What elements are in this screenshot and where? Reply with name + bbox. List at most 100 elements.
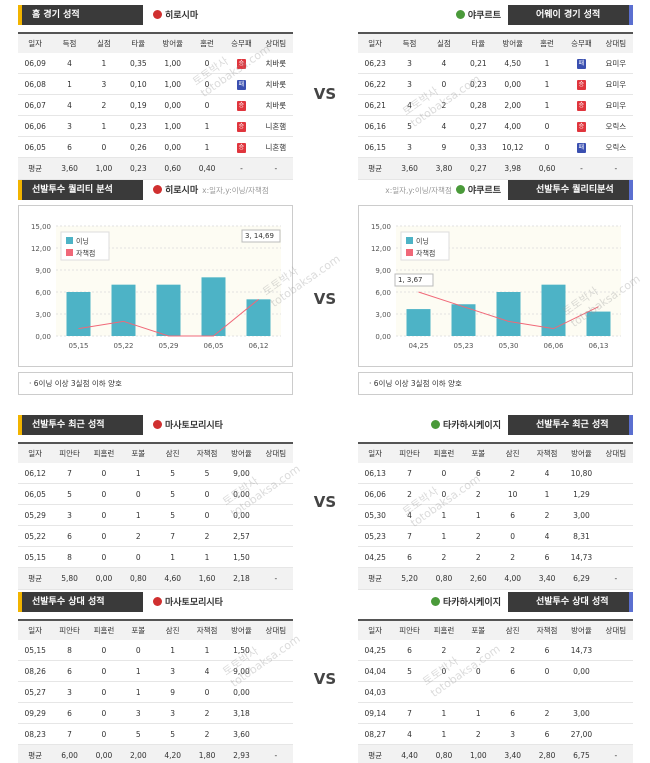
table-cell: 06,22 [358,73,393,95]
chart: 0,00 3,00 6,00 9,00 12,00 15,00 05,15 05,22 05,2… [31,223,281,350]
y-tick-label: 0,00 [375,333,391,341]
table-cell: 8,31 [564,525,599,547]
column-header: 삼진 [495,442,530,463]
table-cell: 1 [189,136,225,158]
panel-header: 선발투수 상대 성적 마사토모리시타 [18,592,293,614]
table-cell: 8 [52,640,87,661]
table-cell: 2 [121,525,156,547]
table-cell: 1 [426,723,462,745]
team-icon [153,597,162,606]
x-tick-label: 05,23 [453,342,473,350]
table-cell: 05,15 [18,640,53,661]
table-cell: 0 [189,504,225,526]
table-cell: 3 [121,702,156,724]
x-tick-label: 05,30 [498,342,518,350]
table-row: 06,15 3 9 0,33 10,12 0 패 오릭스 [358,136,633,158]
table-cell: 6 [392,640,427,661]
table-row: 04,25 6 2 2 2 6 14,73 [358,546,633,568]
table-cell: 1 [52,73,87,95]
table-cell: 2 [529,504,565,526]
column-header: 자책점 [529,442,565,463]
table-panel: 어웨이 경기 성적 야쿠르트 일자 득점 실점 타율 방어율 홈런 승무패 상대팀 06,23 3 4 0… [358,5,633,180]
team-label: 마사토모리시타 [153,418,223,431]
table-cell: 1,50 [224,546,259,568]
average-cell: 2,80 [529,744,565,763]
table-cell: 4 [426,115,462,137]
table-row: 06,09 4 1 0,35 1,00 0 승 치바롯 [18,53,293,74]
table-cell: 1 [121,681,156,703]
table-cell [258,702,293,724]
team-name: 야쿠르트 [467,186,501,196]
team-icon [153,420,162,429]
table-row: 04,25 6 2 2 2 6 14,73 [358,640,633,661]
table-cell [598,463,633,484]
average-row: 평균 3,60 3,80 0,27 3,98 0,60- - [358,157,633,180]
table-row: 06,21 4 2 0,28 2,00 1 승 요미우 [358,94,633,116]
table-cell [598,640,633,661]
y-tick-label: 9,00 [375,267,391,275]
table-cell: 0 [461,660,496,682]
team-label: x:일자,y:이닝/자책점 야쿠르트 [381,183,501,196]
table-cell: 05,29 [18,504,53,526]
table-row: 05,27 3 0 1 9 0 0,00 [18,681,293,703]
table-panel: 선발투수 최근 성적 타카하시케이지 일자 피안타 피홈런 포볼 삼진 자책점 방어율 상대팀 06… [358,415,633,590]
table-cell: 2 [189,525,225,547]
team-icon [431,597,441,606]
team-icon [455,10,465,19]
team-icon [153,185,162,194]
column-header: 피안타 [392,442,427,463]
panel-header: 선발투수 퀄리티 분석 히로시마 x:일자,y:이닝/자책점 [18,180,293,202]
column-header: 상대팀 [258,442,293,463]
table-cell: 1 [426,504,462,526]
team-label: 히로시마 [153,8,198,21]
header-title: 선발투수 최근 성적 [508,415,633,435]
table-cell: 2 [495,463,530,484]
legend-swatch [66,237,73,244]
average-cell: 6,29 [564,567,599,590]
average-cell: 0,27 [461,157,496,180]
x-tick-label: 05,22 [113,342,133,350]
table-cell: 니혼햄 [258,115,293,137]
table-cell: 4,00 [495,115,530,137]
table-cell: 6 [495,504,530,526]
column-header: 상대팀 [258,32,293,53]
column-header: 방어율 [564,619,599,640]
table-cell: 1 [529,483,565,505]
result-icon: 패 [576,142,586,153]
chart-panel: 선발투수 퀄리티 분석 히로시마 x:일자,y:이닝/자책점 0,00 3,00 6,00… [18,180,293,395]
table-cell: 0,28 [461,94,496,116]
result-icon: 승 [236,58,246,69]
column-header: 실점 [86,32,122,53]
table-cell: 06,09 [18,53,53,74]
table-cell: 1 [529,73,565,95]
table-cell [598,660,633,682]
table-cell: 3 [495,723,530,745]
table-row: 05,23 7 1 2 0 4 8,31 [358,525,633,547]
table-cell: 2,00 [495,94,530,116]
data-table: 일자 득점 실점 타율 방어율 홈런 승무패 상대팀 06,09 4 1 0,35 1,00 0 승 치바롯 0… [18,32,293,180]
table-cell: 2 [461,640,496,661]
average-cell: 3,80 [426,157,462,180]
table-cell: 06,23 [358,53,393,74]
panel-header: 선발투수 상대 성적 타카하시케이지 [358,592,633,614]
column-header: 일자 [18,619,53,640]
table-cell: 0 [189,53,225,74]
table-cell: 7 [392,463,427,484]
average-cell: 3,98 [495,157,530,180]
y-tick-label: 15,00 [371,223,391,231]
table-cell: 요미우 [598,73,633,95]
table-row: 06,05 5 0 0 5 0 0,00 [18,483,293,505]
result-icon: 승 [576,100,586,111]
x-tick-label: 06,05 [203,342,223,350]
column-header: 상대팀 [258,619,293,640]
team-name: 야쿠르트 [467,11,501,21]
table-cell: 0 [86,702,122,724]
table-cell: 3 [392,136,427,158]
vs-label: VS [313,670,337,688]
table-cell: 5 [155,463,190,484]
table-cell: 1 [86,53,122,74]
y-tick-label: 6,00 [35,289,51,297]
table-cell: 1 [189,640,225,661]
column-header: 포볼 [121,442,156,463]
result-icon: 승 [576,121,586,132]
